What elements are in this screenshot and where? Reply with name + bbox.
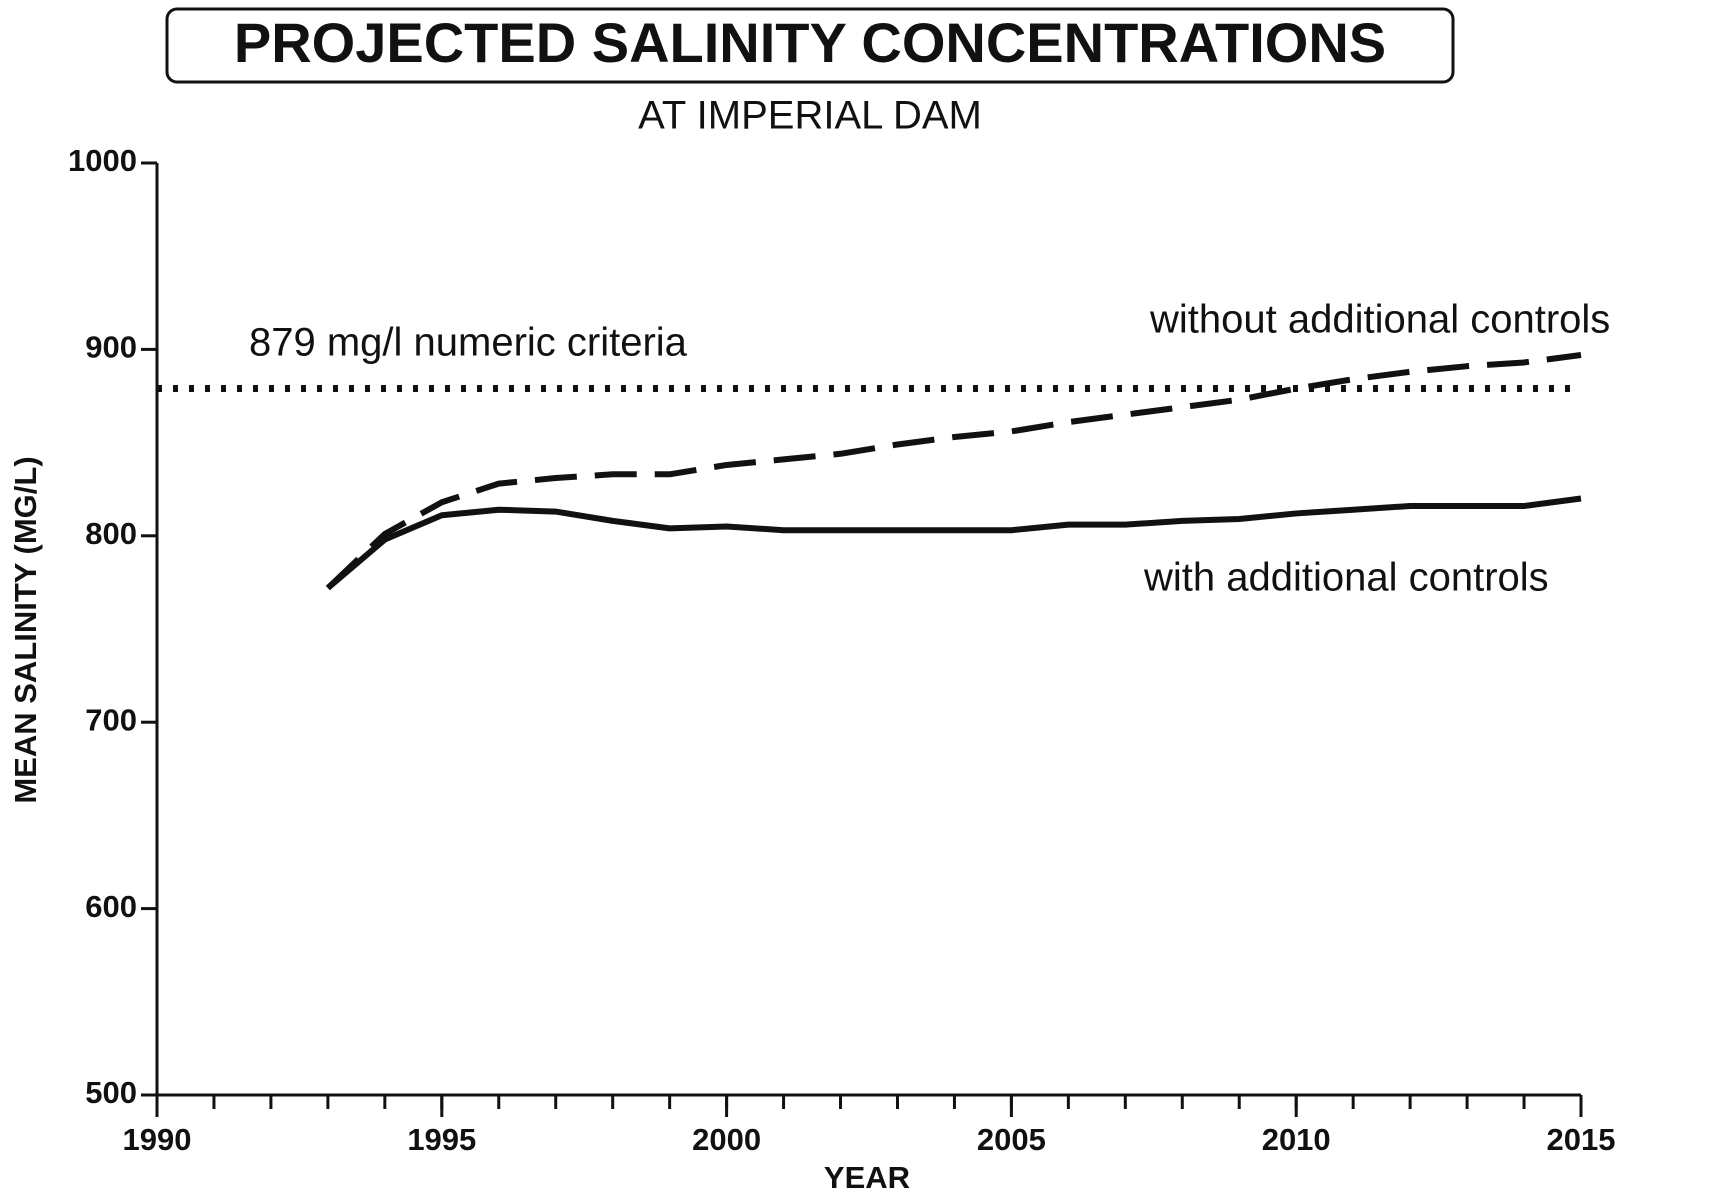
y-axis-label: MEAN SALINITY (MG/L) bbox=[8, 456, 43, 803]
series-line bbox=[325, 495, 1582, 591]
chart-title: PROJECTED SALINITY CONCENTRATIONS bbox=[234, 11, 1386, 74]
x-tick-label: 1995 bbox=[407, 1122, 476, 1157]
y-tick-label: 1000 bbox=[68, 143, 137, 178]
reference-label: 879 mg/l numeric criteria bbox=[249, 321, 688, 365]
series-line bbox=[325, 352, 1582, 591]
x-axis-label: YEAR bbox=[824, 1160, 910, 1195]
y-tick-label: 600 bbox=[85, 889, 137, 924]
y-tick-label: 900 bbox=[85, 330, 137, 365]
x-tick-label: 2005 bbox=[977, 1122, 1046, 1157]
y-tick-label: 700 bbox=[85, 702, 137, 737]
series-label: with additional controls bbox=[1143, 556, 1549, 600]
series-label: without additional controls bbox=[1149, 298, 1610, 342]
x-tick-label: 1990 bbox=[123, 1122, 192, 1157]
y-tick-label: 800 bbox=[85, 516, 137, 551]
y-tick-label: 500 bbox=[85, 1075, 137, 1110]
x-tick-label: 2000 bbox=[692, 1122, 761, 1157]
title-box bbox=[165, 7, 1455, 84]
x-tick-label: 2010 bbox=[1262, 1122, 1331, 1157]
chart-subtitle: AT IMPERIAL DAM bbox=[638, 94, 982, 138]
x-tick-label: 2015 bbox=[1547, 1122, 1616, 1157]
